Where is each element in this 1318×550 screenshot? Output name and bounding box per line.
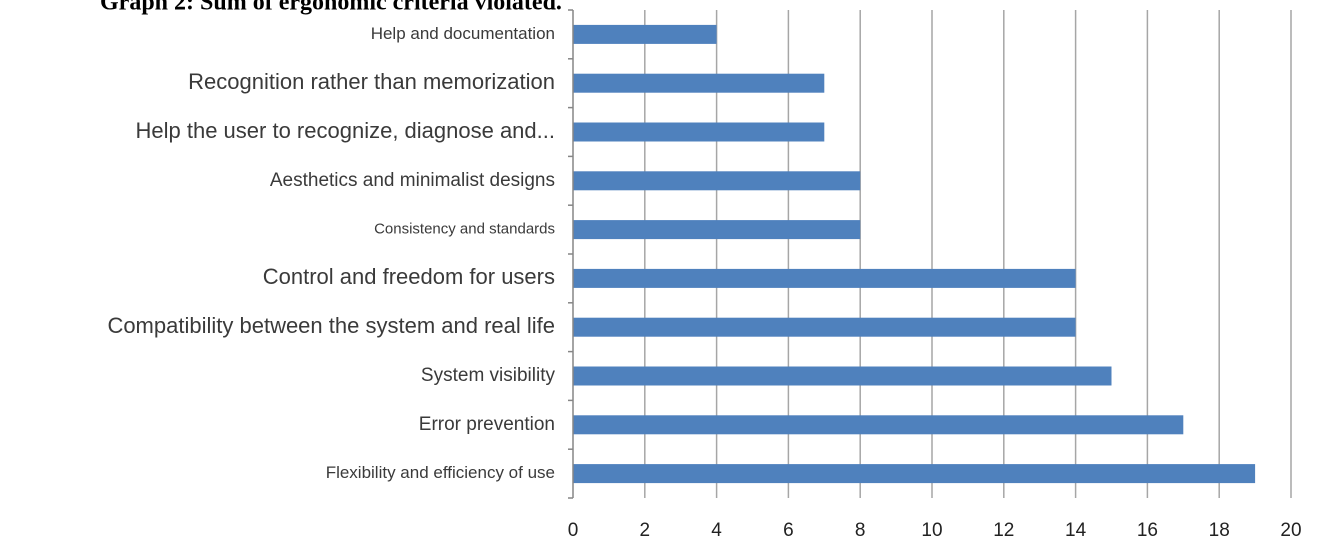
chart-title: Graph 2: Sum of ergonomic criteria viola…: [100, 0, 562, 16]
x-tick-label: 12: [993, 520, 1014, 541]
category-label: Help and documentation: [371, 24, 555, 43]
bar: [573, 73, 825, 93]
category-label: System visibility: [421, 365, 556, 386]
category-label: Error prevention: [419, 414, 555, 435]
x-tick-label: 6: [783, 520, 794, 541]
x-tick-label: 18: [1209, 520, 1230, 541]
category-label: Aesthetics and minimalist designs: [270, 170, 555, 191]
category-label: Flexibility and efficiency of use: [326, 463, 555, 482]
x-tick-label: 14: [1065, 520, 1087, 541]
x-tick-label: 4: [711, 520, 722, 541]
category-label: Recognition rather than memorization: [188, 69, 555, 94]
bar: [573, 122, 825, 142]
x-tick-label: 16: [1137, 520, 1158, 541]
x-tick-labels: 0 2 4 6 8 10 12 14 16 18 20: [568, 520, 1302, 541]
bar: [573, 268, 1076, 288]
x-tick-label: 8: [855, 520, 866, 541]
x-tick-label: 0: [568, 520, 579, 541]
axes: [568, 9, 574, 499]
category-label: Control and freedom for users: [263, 264, 555, 289]
category-label: Help the user to recognize, diagnose and…: [136, 118, 556, 143]
bar: [573, 220, 861, 240]
category-label: Compatibility between the system and rea…: [107, 313, 555, 338]
bar: [573, 171, 861, 191]
bar: [573, 317, 1076, 337]
x-tick-label: 2: [640, 520, 651, 541]
bars: [573, 24, 1256, 484]
bar: [573, 24, 717, 44]
bar: [573, 415, 1184, 435]
x-tick-label: 20: [1280, 520, 1301, 541]
x-tick-label: 10: [921, 520, 942, 541]
bar: [573, 464, 1256, 484]
bar: [573, 366, 1112, 386]
category-labels: Help and documentation Recognition rather…: [107, 24, 555, 482]
category-label: Consistency and standards: [374, 221, 555, 238]
